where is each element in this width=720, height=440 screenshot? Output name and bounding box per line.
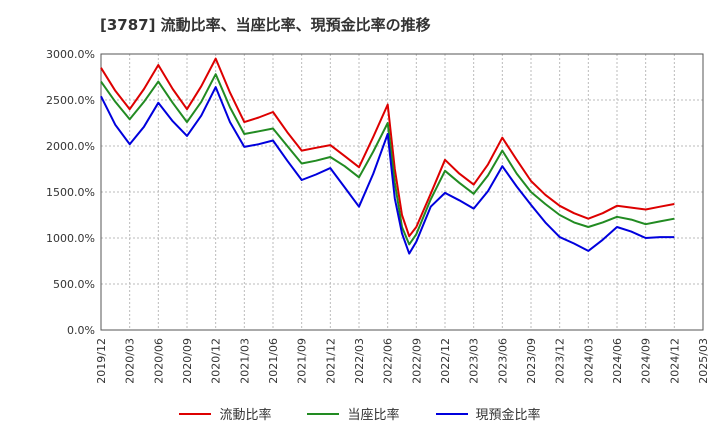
y-tick-label-2: 1000.0%: [46, 232, 95, 245]
x-tick-label-2: 2020/06: [152, 338, 165, 384]
x-tick-label-21: 2025/03: [697, 338, 710, 384]
legend-label-quick-ratio: 当座比率: [347, 408, 400, 423]
y-tick-label-5: 2500.0%: [46, 94, 95, 107]
legend-item-cash-ratio: 現預金比率: [435, 404, 541, 423]
legend: 流動比率 当座比率 現預金比率: [0, 404, 720, 423]
legend-item-quick-ratio: 当座比率: [307, 404, 400, 423]
grid-lines: [100, 53, 704, 331]
x-tick-label-16: 2023/12: [554, 338, 567, 384]
x-tick-label-10: 2022/06: [382, 338, 395, 384]
x-tick-label-8: 2021/12: [324, 338, 337, 384]
x-tick-label-11: 2022/09: [410, 338, 423, 384]
x-tick-label-18: 2024/06: [611, 338, 624, 384]
y-tick-label-1: 500.0%: [53, 278, 95, 291]
y-tick-label-4: 2000.0%: [46, 140, 95, 153]
legend-item-current-ratio: 流動比率: [179, 404, 271, 423]
legend-swatch-current-ratio: [179, 412, 212, 415]
x-tick-label-17: 2024/03: [582, 338, 595, 384]
y-tick-label-3: 1500.0%: [46, 186, 95, 199]
x-tick-labels: 2019/12 2020/03 2020/06 2020/09 2020/12 2021/…: [95, 338, 710, 384]
x-tick-label-12: 2022/12: [439, 338, 452, 384]
y-tick-labels: 0.0% 500.0% 1000.0% 1500.0% 2000.0% 2500.0% 30…: [46, 48, 95, 337]
y-tick-label-0: 0.0%: [67, 324, 95, 337]
x-tick-label-5: 2021/03: [238, 338, 251, 384]
x-tick-label-14: 2023/06: [496, 338, 509, 384]
series-line-1: [100, 73, 675, 246]
legend-swatch-quick-ratio: [307, 412, 340, 415]
x-tick-label-6: 2021/06: [267, 338, 280, 384]
x-tick-label-19: 2024/09: [640, 338, 653, 384]
x-tick-label-15: 2023/09: [525, 338, 538, 384]
y-tick-label-6: 3000.0%: [46, 48, 95, 61]
legend-swatch-cash-ratio: [435, 412, 468, 415]
axes: [100, 53, 704, 331]
x-tick-label-3: 2020/09: [181, 338, 194, 384]
x-tick-label-4: 2020/12: [210, 338, 223, 384]
x-tick-label-9: 2022/03: [353, 338, 366, 384]
series-lines: [100, 57, 675, 255]
chart-title: [3787] 流動比率、当座比率、現預金比率の推移: [100, 16, 431, 34]
plot-border: [100, 53, 704, 331]
x-tick-label-0: 2019/12: [95, 338, 108, 384]
legend-label-current-ratio: 流動比率: [219, 408, 272, 423]
x-tick-label-7: 2021/09: [296, 338, 309, 384]
legend-label-cash-ratio: 現預金比率: [475, 408, 541, 423]
series-line-2: [100, 86, 675, 255]
x-tick-label-1: 2020/03: [124, 338, 137, 384]
x-tick-label-20: 2024/12: [668, 338, 681, 384]
x-tick-label-13: 2023/03: [468, 338, 481, 384]
series-line-0: [100, 57, 675, 238]
